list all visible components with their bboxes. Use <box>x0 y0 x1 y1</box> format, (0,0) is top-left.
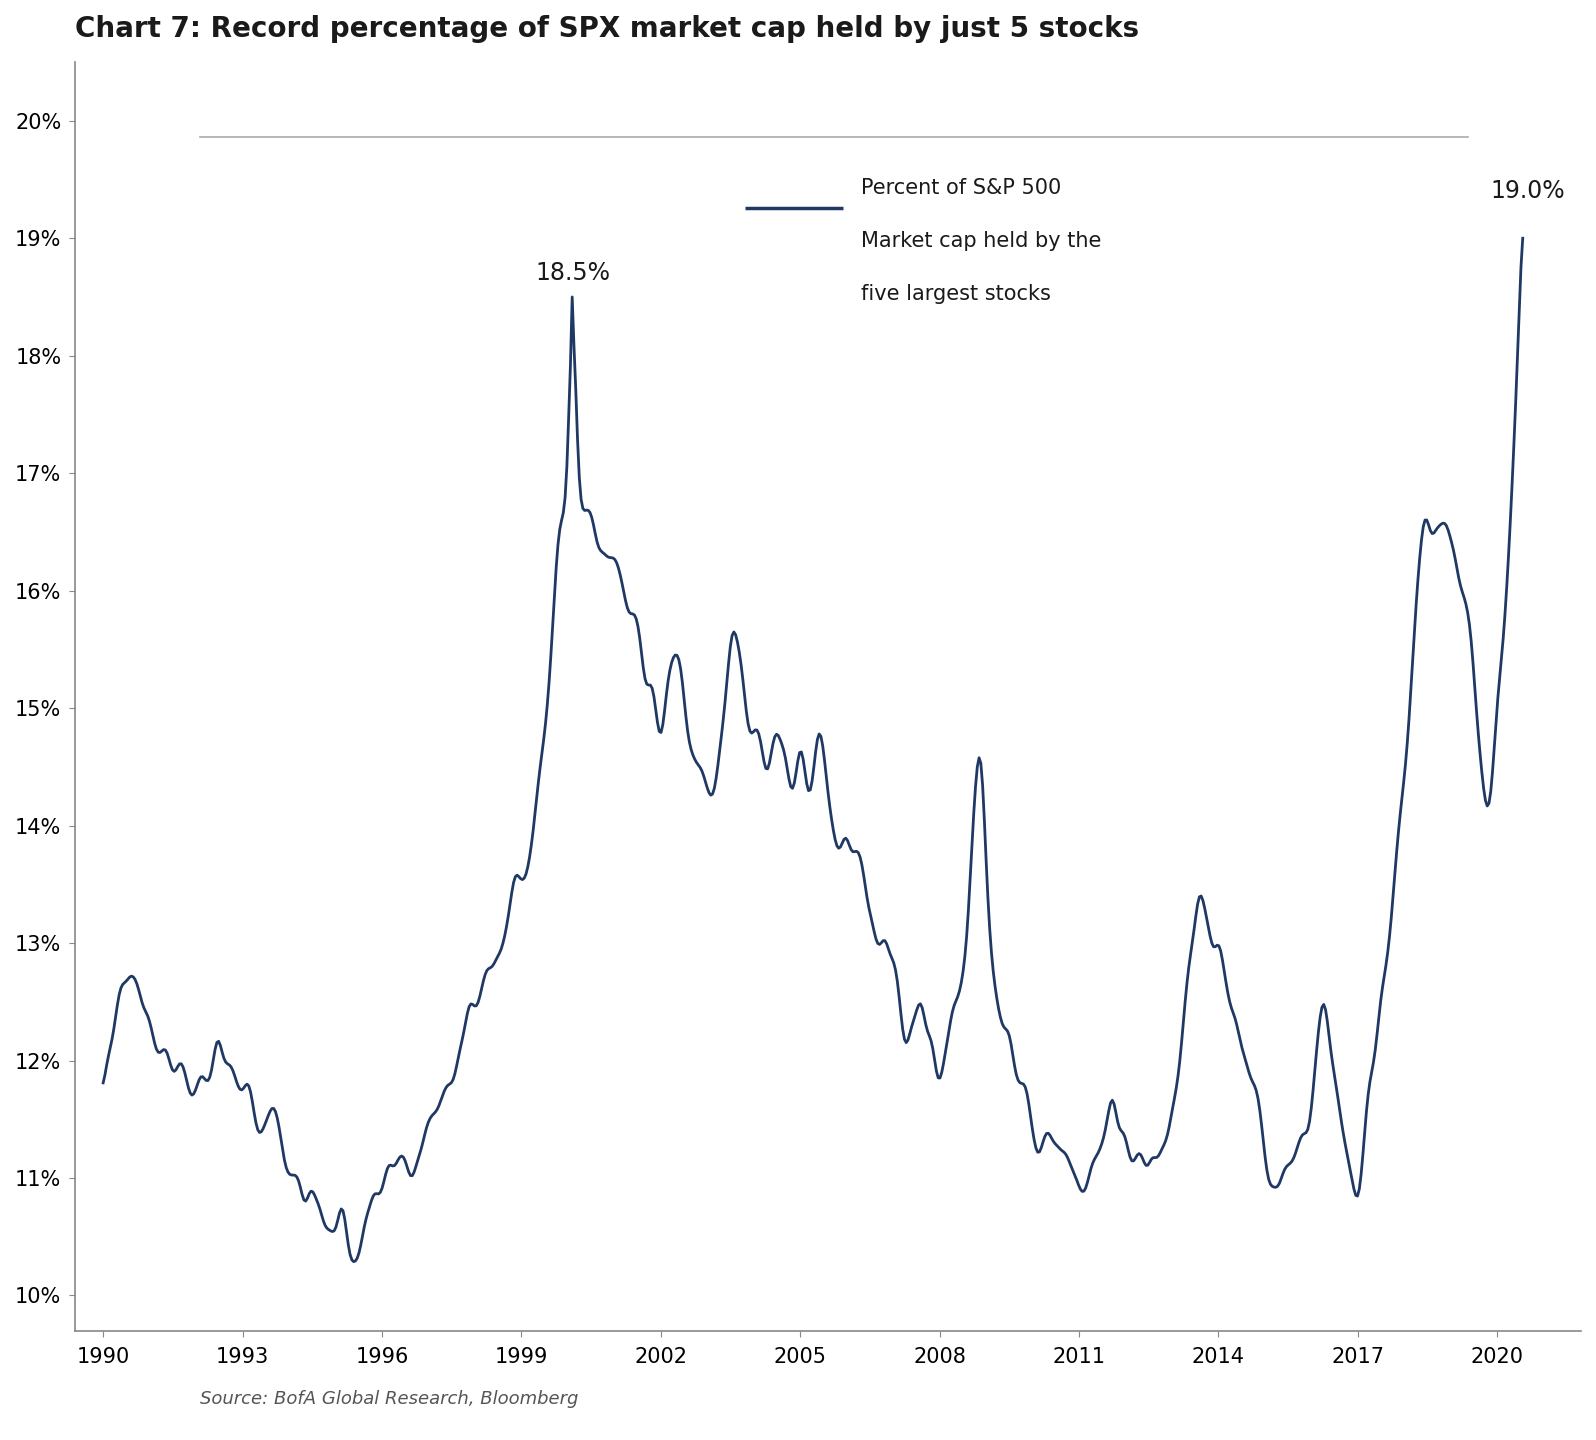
Text: 18.5%: 18.5% <box>535 261 610 285</box>
Text: Source: BofA Global Research, Bloomberg: Source: BofA Global Research, Bloomberg <box>200 1391 578 1408</box>
Text: 19.0%: 19.0% <box>1491 179 1564 203</box>
Text: Chart 7: Record percentage of SPX market cap held by just 5 stocks: Chart 7: Record percentage of SPX market… <box>75 14 1140 43</box>
Text: Percent of S&P 500: Percent of S&P 500 <box>862 177 1061 197</box>
Text: five largest stocks: five largest stocks <box>862 284 1052 304</box>
Text: Market cap held by the: Market cap held by the <box>862 230 1101 251</box>
